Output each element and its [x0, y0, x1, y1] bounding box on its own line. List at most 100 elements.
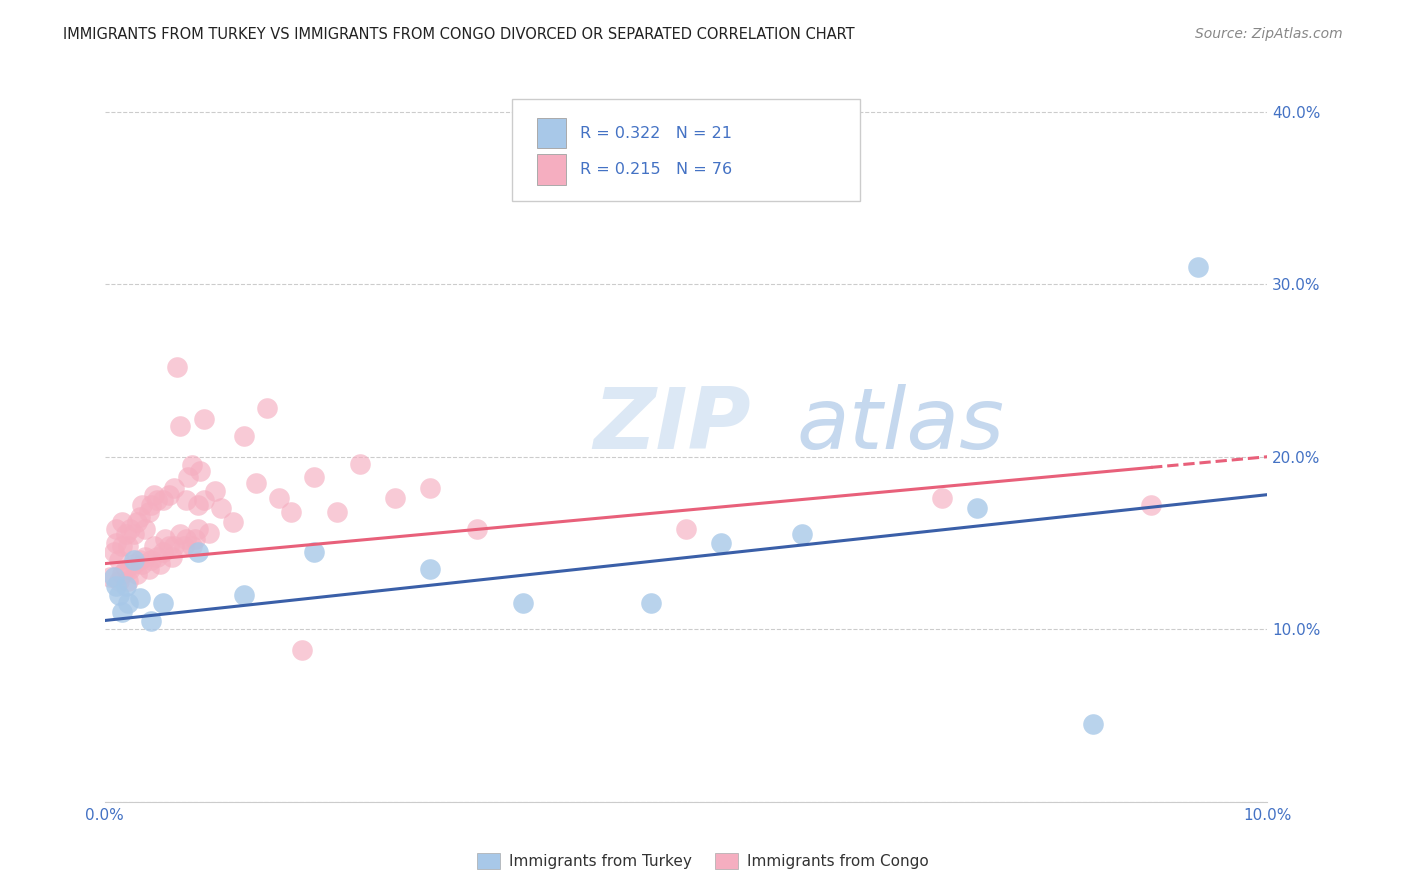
Point: [117, 574, 139, 588]
Point: [128, 510, 150, 524]
Point: [326, 505, 349, 519]
Point: [291, 642, 314, 657]
Point: [103, 570, 125, 584]
Point: [221, 515, 243, 529]
Point: [187, 544, 209, 558]
Point: [105, 579, 128, 593]
Point: [141, 553, 163, 567]
Point: [111, 540, 134, 554]
Point: [111, 566, 134, 581]
Point: [114, 527, 136, 541]
Text: R = 0.215   N = 76: R = 0.215 N = 76: [581, 162, 733, 177]
Text: R = 0.322   N = 21: R = 0.322 N = 21: [581, 126, 733, 141]
Point: [157, 488, 180, 502]
Point: [233, 429, 256, 443]
Point: [640, 596, 662, 610]
Point: [193, 412, 215, 426]
Point: [180, 540, 202, 554]
Point: [134, 522, 156, 536]
Point: [138, 562, 160, 576]
Point: [153, 533, 176, 547]
Point: [792, 527, 814, 541]
Point: [675, 522, 697, 536]
Point: [141, 498, 163, 512]
FancyBboxPatch shape: [537, 118, 567, 148]
Point: [128, 553, 150, 567]
Point: [512, 596, 534, 610]
Point: [160, 549, 183, 564]
Point: [100, 570, 122, 584]
Point: [187, 498, 209, 512]
Point: [131, 498, 153, 512]
Point: [173, 540, 195, 554]
Point: [103, 544, 125, 558]
Point: [131, 557, 153, 571]
Point: [152, 492, 174, 507]
Point: [114, 562, 136, 576]
Text: ZIP: ZIP: [593, 384, 751, 467]
Point: [169, 527, 191, 541]
Text: Source: ZipAtlas.com: Source: ZipAtlas.com: [1195, 27, 1343, 41]
Point: [142, 488, 165, 502]
Point: [166, 360, 188, 375]
Point: [120, 522, 142, 536]
Point: [174, 533, 197, 547]
Point: [152, 596, 174, 610]
Point: [1140, 498, 1163, 512]
Point: [245, 475, 267, 490]
Point: [146, 549, 169, 564]
Point: [152, 544, 174, 558]
Point: [134, 549, 156, 564]
Point: [105, 522, 128, 536]
Point: [149, 557, 172, 571]
Point: [302, 544, 325, 558]
Point: [157, 540, 180, 554]
Point: [384, 491, 406, 505]
Text: IMMIGRANTS FROM TURKEY VS IMMIGRANTS FROM CONGO DIVORCED OR SEPARATED CORRELATIO: IMMIGRANTS FROM TURKEY VS IMMIGRANTS FRO…: [63, 27, 855, 42]
Point: [931, 491, 953, 505]
Point: [146, 492, 169, 507]
Text: atlas: atlas: [796, 384, 1004, 467]
Point: [107, 553, 129, 567]
Point: [419, 481, 441, 495]
Legend: Immigrants from Turkey, Immigrants from Congo: Immigrants from Turkey, Immigrants from …: [471, 847, 935, 875]
Point: [107, 588, 129, 602]
Point: [193, 492, 215, 507]
Point: [127, 515, 149, 529]
Point: [187, 522, 209, 536]
Point: [169, 418, 191, 433]
Point: [966, 501, 988, 516]
Point: [710, 536, 733, 550]
FancyBboxPatch shape: [537, 154, 567, 185]
Point: [419, 562, 441, 576]
Point: [267, 491, 290, 505]
Point: [111, 515, 134, 529]
Point: [111, 605, 134, 619]
Point: [122, 527, 145, 541]
Point: [120, 562, 142, 576]
Point: [198, 525, 221, 540]
Point: [209, 501, 232, 516]
Point: [174, 492, 197, 507]
Point: [1187, 260, 1209, 274]
Point: [122, 553, 145, 567]
Point: [465, 522, 488, 536]
Point: [233, 588, 256, 602]
Point: [184, 533, 207, 547]
Point: [114, 579, 136, 593]
Point: [1081, 717, 1104, 731]
Point: [163, 540, 186, 554]
Point: [188, 463, 211, 477]
Point: [122, 557, 145, 571]
Point: [105, 536, 128, 550]
Point: [107, 574, 129, 588]
Point: [204, 484, 226, 499]
Point: [117, 540, 139, 554]
FancyBboxPatch shape: [512, 99, 860, 201]
Point: [280, 505, 302, 519]
Point: [177, 470, 200, 484]
Point: [138, 505, 160, 519]
Point: [302, 470, 325, 484]
Point: [128, 591, 150, 606]
Point: [127, 566, 149, 581]
